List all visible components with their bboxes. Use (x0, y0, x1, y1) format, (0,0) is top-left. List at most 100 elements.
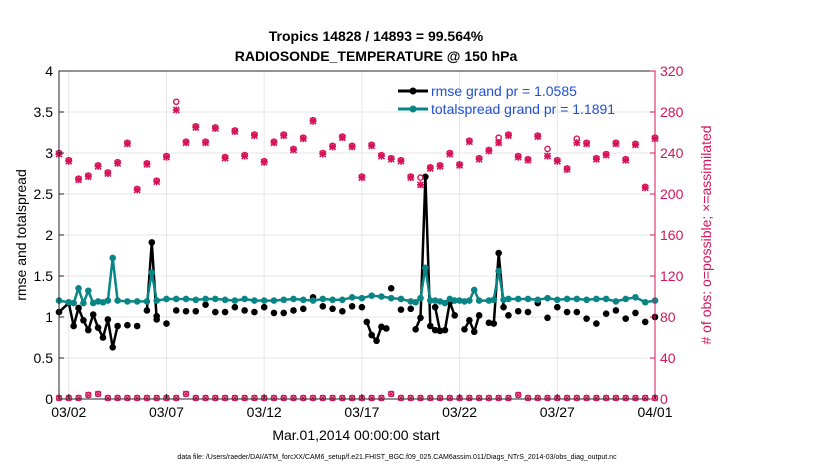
obs-bottom-possible-marker (544, 394, 551, 402)
obs-bottom-possible-marker (485, 394, 493, 402)
obs-bottom-possible-marker (133, 394, 141, 402)
rmse-point (407, 305, 415, 313)
totalspread-point (632, 294, 639, 301)
totalspread-point (124, 298, 131, 305)
totalspread-point (80, 299, 87, 307)
obs-bottom-assimilated-marker (329, 394, 336, 402)
rmse-point (417, 314, 424, 322)
y2-tick-label: 240 (660, 145, 684, 161)
obs-bottom-assimilated-marker (515, 391, 522, 398)
rmse-point (368, 331, 375, 339)
right-axis: 0 40 80 120 160 200 240 280 320 (650, 63, 684, 407)
totalspread-point (339, 296, 346, 304)
totalspread-point (524, 295, 532, 303)
rmse-line (58, 301, 119, 349)
obs-assimilated-marker (524, 156, 532, 164)
rmse-point (544, 314, 551, 322)
x-tick-label: 03/12 (247, 404, 282, 420)
obs-assimilated-marker (162, 153, 171, 161)
obs-bottom-possible-marker (192, 394, 200, 402)
rmse-point (358, 303, 366, 311)
totalspread-point (544, 294, 551, 302)
obs-bottom-possible-marker (270, 394, 278, 402)
obs-bottom-possible-marker (612, 394, 620, 402)
rmse-point (490, 320, 498, 327)
totalspread-point (280, 296, 288, 304)
rmse-point (89, 311, 97, 318)
obs-assimilated-marker (583, 140, 591, 148)
obs-assimilated-marker (602, 151, 610, 159)
obs-bottom-possible-marker (202, 394, 209, 402)
obs-bottom-possible-marker (641, 394, 649, 402)
obs-bottom-possible-marker (622, 394, 629, 402)
totalspread-point (231, 297, 239, 304)
totalspread-point (461, 298, 468, 305)
rmse-point (114, 322, 121, 330)
obs-assimilated-marker (123, 140, 131, 148)
gridlines (59, 71, 655, 399)
rmse-point (299, 305, 307, 313)
rmse-point (461, 326, 468, 333)
obs-assimilated-marker (309, 117, 317, 125)
y2-tick-label: 40 (660, 350, 676, 366)
y2-tick-label: 120 (660, 268, 684, 284)
obs-assimilated-marker (465, 138, 473, 146)
obs-assimilated-marker (416, 181, 425, 189)
y-tick-label: 3.5 (34, 104, 54, 120)
chart-title: Tropics 14828 / 14893 = 99.564% (269, 28, 484, 44)
rmse-point (329, 305, 336, 313)
obs-bottom-assimilated-marker (495, 394, 502, 402)
rmse-point (431, 303, 439, 311)
rmse-point (632, 309, 639, 317)
rmse-point (422, 173, 429, 181)
obs-bottom-possible-marker (329, 394, 336, 402)
obs-bottom-possible-marker (104, 394, 112, 402)
obs-assimilated-marker (456, 161, 464, 169)
obs-bottom-assimilated-marker (134, 394, 141, 402)
obs-assimilated-marker (553, 157, 561, 165)
totalspread-point (500, 296, 507, 304)
obs-bottom-assimilated-marker (642, 394, 649, 402)
obs-bottom-possible-marker (231, 394, 239, 402)
obs-bottom-assimilated-marker (222, 394, 229, 402)
rmse-point (466, 316, 473, 324)
obs-assimilated-marker (534, 133, 542, 141)
obs-bottom-assimilated-marker (534, 394, 541, 402)
obs-assimilated-marker (563, 165, 571, 173)
rmse-point (148, 239, 156, 246)
obs-bottom-possible-marker (505, 394, 512, 402)
rmse-point (563, 308, 571, 316)
obs-bottom-assimilated-marker (612, 394, 620, 402)
obs-bottom-assimilated-marker (603, 394, 610, 402)
obs-bottom-assimilated-marker (94, 390, 102, 397)
obs-bottom-possible-marker (583, 394, 590, 402)
obs-bottom-possible-marker (475, 394, 483, 402)
obs-bottom-assimilated-marker (632, 394, 639, 402)
obs-assimilated-marker (260, 158, 268, 166)
totalspread-point (143, 298, 151, 305)
obs-bottom-assimilated-marker (309, 394, 317, 402)
obs-bottom-assimilated-marker (573, 394, 580, 402)
y-tick-label: 2 (45, 227, 53, 243)
y-axis-label: rmse and totalspread (13, 169, 29, 301)
rmse-point (80, 316, 87, 324)
left-axis: 0 0.5 1 1.5 2 2.5 3 3.5 4 (34, 63, 64, 407)
totalspread-point (495, 267, 502, 275)
totalspread-point (368, 292, 375, 299)
obs-bottom-possible-marker (466, 394, 473, 402)
rmse-point (104, 316, 112, 323)
obs-bottom-assimilated-marker (339, 394, 346, 402)
obs-bottom-assimilated-marker (114, 394, 121, 402)
rmse-point (280, 309, 288, 317)
x-tick-label: 04/01 (637, 404, 672, 420)
totalspread-point (641, 298, 649, 306)
obs-bottom-assimilated-marker (202, 394, 209, 402)
y-tick-label: 3 (45, 145, 53, 161)
obs-bottom-possible-marker (387, 390, 395, 398)
totalspread-point (456, 297, 463, 304)
totalspread-point (407, 298, 415, 305)
obs-assimilated-marker (368, 142, 376, 150)
y2-tick-label: 160 (660, 227, 684, 243)
obs-bottom-possible-marker (495, 394, 502, 402)
rmse-point (593, 320, 600, 327)
